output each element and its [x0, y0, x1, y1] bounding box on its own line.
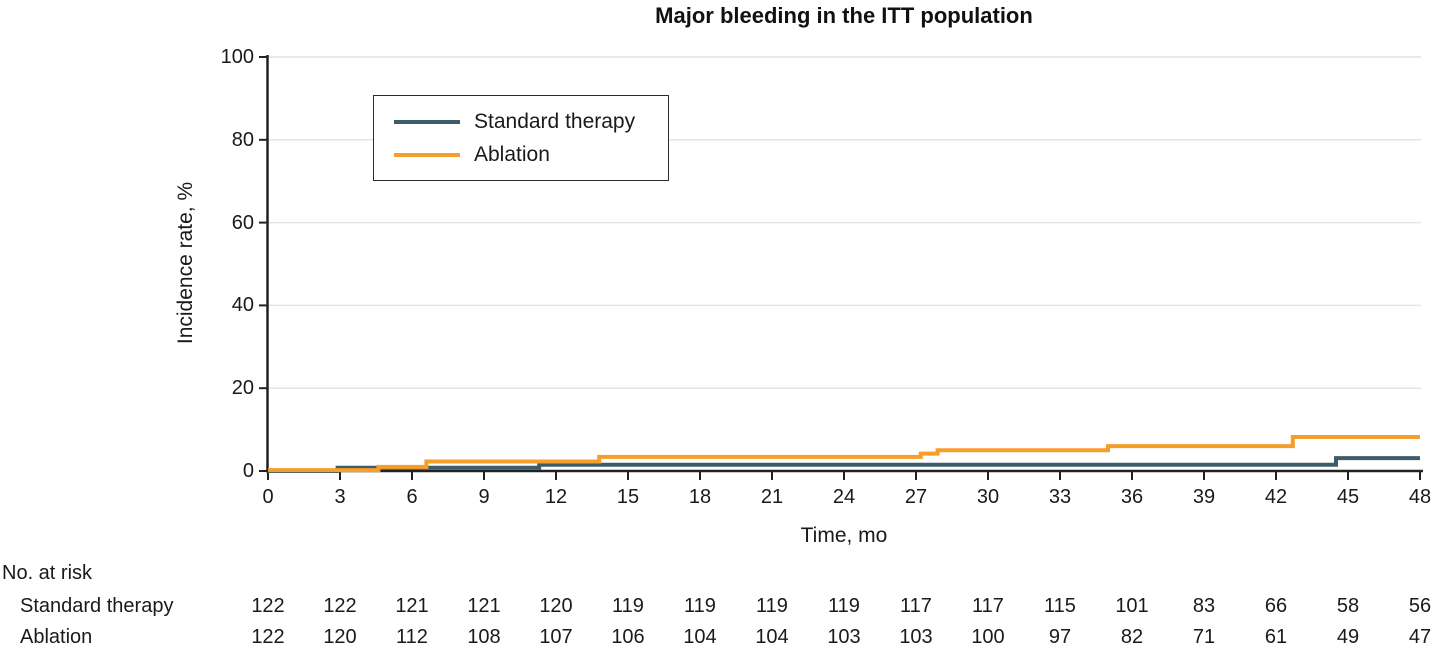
at-risk-value: 82 [1120, 626, 1144, 648]
at-risk-value: 115 [1044, 595, 1076, 617]
y-tick-label: 40 [231, 294, 254, 317]
at-risk-value: 97 [1048, 626, 1072, 648]
legend-label-ablation: Ablation [474, 142, 550, 166]
y-tick-label: 80 [231, 128, 254, 151]
y-tick-label: 20 [231, 377, 254, 400]
at-risk-value: 122 [251, 595, 285, 617]
x-tick-label: 33 [1048, 486, 1072, 508]
y-tick-label: 60 [231, 211, 254, 234]
at-risk-value: 107 [539, 626, 573, 648]
series-line-ablation [268, 435, 1420, 473]
x-tick-label: 18 [688, 486, 712, 508]
at-risk-value: 119 [684, 595, 716, 617]
at-risk-value: 47 [1408, 626, 1432, 648]
x-tick-label: 9 [478, 486, 490, 508]
x-tick-label: 36 [1120, 486, 1144, 508]
at-risk-value: 112 [396, 626, 428, 648]
legend-row-ablation: Ablation [374, 143, 668, 167]
legend-row-standard-therapy: Standard therapy [374, 110, 668, 134]
x-tick-label: 30 [976, 486, 1000, 508]
at-risk-value: 120 [323, 626, 357, 648]
at-risk-value: 122 [323, 595, 357, 617]
x-tick-label: 0 [262, 486, 274, 508]
at-risk-value: 119 [612, 595, 644, 617]
at-risk-value: 104 [755, 626, 789, 648]
at-risk-value: 58 [1336, 595, 1360, 617]
legend-line-ablation-icon [394, 152, 460, 157]
x-tick-label: 21 [760, 486, 784, 508]
at-risk-value: 120 [539, 595, 573, 617]
x-tick-label: 15 [616, 486, 640, 508]
at-risk-row-label-ablation: Ablation [20, 626, 93, 648]
x-tick-label: 6 [406, 486, 418, 508]
at-risk-value: 56 [1408, 595, 1432, 617]
at-risk-value: 108 [467, 626, 501, 648]
x-tick-label: 42 [1264, 486, 1288, 508]
at-risk-row-label-standard-therapy: Standard therapy [20, 595, 174, 617]
at-risk-value: 117 [900, 595, 932, 617]
x-tick-label: 39 [1192, 486, 1216, 508]
at-risk-value: 119 [828, 595, 860, 617]
y-axis-title: Incidence rate, % [174, 181, 197, 345]
at-risk-value: 83 [1192, 595, 1216, 617]
chart-title: Major bleeding in the ITT population [655, 3, 1033, 28]
at-risk-value: 61 [1264, 626, 1288, 648]
at-risk-value: 101 [1115, 595, 1149, 617]
x-tick-label: 12 [544, 486, 568, 508]
at-risk-value: 103 [899, 626, 933, 648]
x-tick-label: 27 [904, 486, 928, 508]
at-risk-value: 100 [971, 626, 1005, 648]
x-tick-label: 48 [1408, 486, 1432, 508]
at-risk-value: 104 [683, 626, 717, 648]
at-risk-value: 119 [756, 595, 788, 617]
at-risk-value: 122 [251, 626, 285, 648]
x-axis-title: Time, mo [800, 524, 888, 547]
legend-line-standard-therapy-icon [394, 119, 460, 124]
at-risk-value: 106 [611, 626, 645, 648]
at-risk-value: 66 [1264, 595, 1288, 617]
at-risk-value: 121 [395, 595, 429, 617]
at-risk-value: 117 [972, 595, 1004, 617]
y-tick-label: 100 [220, 46, 254, 68]
x-tick-label: 3 [334, 486, 346, 508]
at-risk-header: No. at risk [2, 562, 93, 584]
at-risk-value: 121 [467, 595, 501, 617]
at-risk-value: 49 [1336, 626, 1360, 648]
legend: Standard therapy Ablation [373, 95, 669, 181]
legend-label-standard-therapy: Standard therapy [474, 109, 636, 133]
at-risk-value: 71 [1192, 626, 1216, 648]
x-tick-label: 24 [832, 486, 856, 508]
x-tick-label: 45 [1336, 486, 1360, 508]
y-tick-label: 0 [242, 460, 254, 482]
at-risk-value: 103 [827, 626, 861, 648]
